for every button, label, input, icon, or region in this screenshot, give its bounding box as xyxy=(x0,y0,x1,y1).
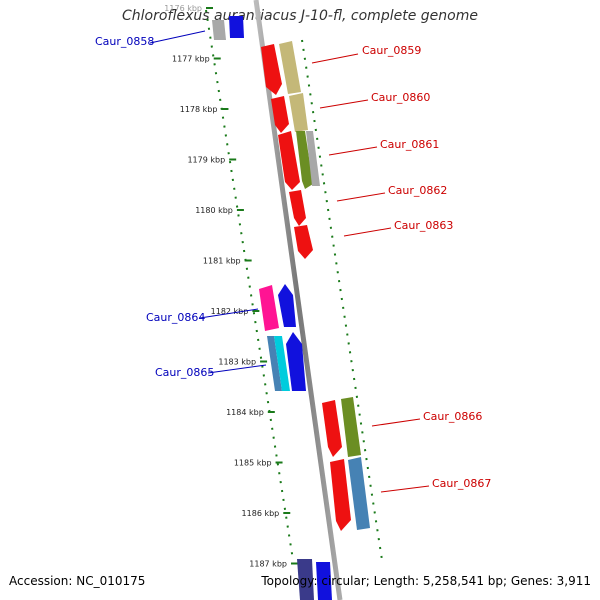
kbp-tick-label: 1176 kbp xyxy=(164,4,202,13)
gene-caur-0861-green[interactable] xyxy=(296,131,313,189)
kbp-tick-label: 1177 kbp xyxy=(172,55,210,64)
gene-caur-0867-partner[interactable] xyxy=(348,457,370,530)
leader-caur-0864 xyxy=(199,308,259,319)
leader-caur-0867 xyxy=(380,485,430,493)
kbp-tick-label: 1185 kbp xyxy=(234,459,272,468)
genome-backbone xyxy=(253,0,343,600)
kbp-tick-label: 1178 kbp xyxy=(180,105,218,114)
gene-bottom-b[interactable] xyxy=(316,562,332,600)
leader-caur-0862 xyxy=(336,192,386,202)
gene-caur-0865-a[interactable] xyxy=(267,336,282,391)
leader-caur-0866 xyxy=(371,418,421,427)
gene-caur-0866-green[interactable] xyxy=(341,397,361,457)
gene-caur-0859-partner[interactable] xyxy=(279,41,301,94)
gene-caur-0865-c[interactable] xyxy=(286,332,306,391)
topology-text: Topology: circular; Length: 5,258,541 bp… xyxy=(261,574,591,588)
gene-caur-0862[interactable] xyxy=(289,190,306,226)
gene-caur-0860[interactable] xyxy=(271,96,289,133)
label-caur-0866[interactable]: Caur_0866 xyxy=(423,410,482,423)
label-caur-0860[interactable]: Caur_0860 xyxy=(371,91,430,104)
label-caur-0862[interactable]: Caur_0862 xyxy=(388,184,447,197)
gene-caur-0858-part-b[interactable] xyxy=(229,16,244,38)
gene-caur-0863[interactable] xyxy=(294,225,313,259)
gene-bottom-a[interactable] xyxy=(297,559,314,600)
leader-caur-0865 xyxy=(207,364,267,374)
leader-caur-0863 xyxy=(343,227,392,237)
label-caur-0861[interactable]: Caur_0861 xyxy=(380,138,439,151)
kbp-tick-label: 1181 kbp xyxy=(203,257,241,266)
kbp-tick-label: 1182 kbp xyxy=(211,307,249,316)
kbp-tick-label: 1180 kbp xyxy=(195,206,233,215)
leader-caur-0859 xyxy=(311,53,359,64)
kbp-tick-label: 1186 kbp xyxy=(242,509,280,518)
label-caur-0858[interactable]: Caur_0858 xyxy=(95,35,154,48)
label-caur-0863[interactable]: Caur_0863 xyxy=(394,219,453,232)
gene-caur-0866[interactable] xyxy=(322,400,342,457)
gene-caur-0860-partner[interactable] xyxy=(289,93,308,132)
label-caur-0867[interactable]: Caur_0867 xyxy=(432,477,491,490)
gene-caur-0864[interactable] xyxy=(259,285,279,331)
kbp-tick-label: 1187 kbp xyxy=(249,560,287,569)
gene-caur-0858-part-a[interactable] xyxy=(212,20,226,40)
kbp-tick-label: 1179 kbp xyxy=(187,156,225,165)
gene-caur-0861-grey[interactable] xyxy=(306,131,320,186)
label-caur-0859[interactable]: Caur_0859 xyxy=(362,44,421,57)
leader-caur-0860 xyxy=(319,99,369,109)
leader-caur-0861 xyxy=(328,146,378,156)
gene-caur-0864-partner[interactable] xyxy=(278,284,296,327)
kbp-tick-label: 1184 kbp xyxy=(226,408,264,417)
accession-text: Accession: NC_010175 xyxy=(9,574,146,588)
label-caur-0864[interactable]: Caur_0864 xyxy=(146,311,205,324)
kbp-ruler: 1176 kbp 1177 kbp 1178 kbp 1179 kbp 1180 kbp… xyxy=(164,4,298,569)
gene-caur-0861[interactable] xyxy=(278,131,300,190)
map-title: Chloroflexus aurantiacus J-10-fl, comple… xyxy=(122,8,478,24)
kbp-tick-label: 1183 kbp xyxy=(218,358,256,367)
gene-caur-0865-b[interactable] xyxy=(274,336,290,391)
reverse-strand-guide xyxy=(205,9,294,561)
label-caur-0865[interactable]: Caur_0865 xyxy=(155,366,214,379)
gene-caur-0859[interactable] xyxy=(261,44,282,95)
leader-caur-0858 xyxy=(149,30,206,44)
gene-caur-0867[interactable] xyxy=(330,459,351,531)
